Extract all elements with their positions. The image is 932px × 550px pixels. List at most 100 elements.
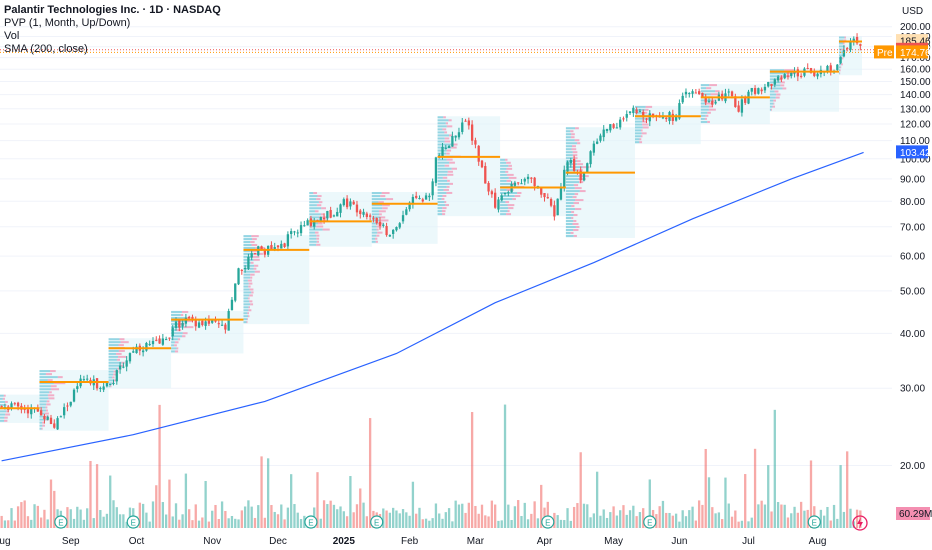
volume-bar bbox=[576, 503, 579, 528]
pvp-indicator-label[interactable]: PVP (1, Month, Up/Down) bbox=[4, 17, 131, 29]
candle-body bbox=[135, 346, 138, 354]
price-tag-text: 174.76 bbox=[900, 48, 931, 59]
candle-body bbox=[102, 386, 105, 390]
candle-body bbox=[303, 225, 306, 227]
candle-body bbox=[701, 92, 704, 97]
profile-row-up bbox=[243, 306, 249, 309]
profile-row-down bbox=[442, 128, 447, 131]
lightning-icon[interactable] bbox=[852, 515, 868, 531]
profile-row-up bbox=[243, 238, 253, 241]
profile-row-down bbox=[174, 350, 179, 353]
price-tick-label: 130.00 bbox=[900, 104, 931, 115]
candle-body bbox=[112, 382, 115, 385]
profile-row-up bbox=[309, 210, 315, 213]
volume-bar bbox=[665, 512, 668, 528]
profile-row-down bbox=[780, 84, 785, 87]
candle-body bbox=[132, 351, 135, 353]
profile-row-up bbox=[171, 350, 175, 353]
profile-row-up bbox=[39, 373, 46, 376]
earnings-letter: E bbox=[58, 519, 63, 528]
profile-row-up bbox=[108, 344, 119, 347]
candle-body bbox=[760, 89, 763, 92]
profile-row-down bbox=[508, 176, 517, 179]
profile-row-up bbox=[309, 243, 317, 246]
profile-row-down bbox=[639, 141, 643, 144]
candle-body bbox=[395, 227, 398, 231]
profile-row-down bbox=[573, 234, 577, 237]
volume-bar bbox=[336, 509, 339, 528]
profile-row-up bbox=[769, 78, 777, 81]
profile-row-up bbox=[243, 279, 248, 282]
profile-row-up bbox=[309, 216, 319, 219]
profile-row-up bbox=[171, 313, 181, 316]
sma-indicator-label[interactable]: SMA (200, close) bbox=[4, 43, 88, 55]
candle-body bbox=[500, 195, 503, 201]
chart-legend: Palantir Technologies Inc. · 1D · NASDAQ… bbox=[4, 4, 221, 56]
profile-row-down bbox=[572, 196, 577, 199]
candle-body bbox=[342, 199, 345, 206]
profile-row-down bbox=[316, 243, 321, 246]
volume-bar bbox=[704, 448, 707, 528]
candle-body bbox=[155, 339, 158, 341]
candle-body bbox=[296, 232, 299, 234]
profile-row-up bbox=[371, 231, 378, 234]
profile-row-up bbox=[500, 170, 506, 173]
profile-row-down bbox=[316, 225, 324, 228]
profile-row-up bbox=[0, 413, 6, 416]
profile-row-up bbox=[700, 87, 707, 90]
volume-bar bbox=[263, 517, 267, 528]
candle-body bbox=[625, 114, 628, 118]
volume-bar bbox=[257, 505, 260, 528]
profile-row-down bbox=[645, 105, 653, 108]
volume-bar bbox=[240, 510, 243, 528]
volume-bar bbox=[53, 490, 56, 528]
time-axis[interactable]: Aug Sep Oct Nov Dec 2025 Feb Mar Apr May Jun Jul Aug bbox=[0, 536, 826, 547]
candle-body bbox=[704, 97, 707, 103]
symbol-title[interactable]: Palantir Technologies Inc. · 1D · NASDAQ bbox=[4, 4, 221, 16]
candle-body bbox=[322, 217, 326, 220]
volume-bar bbox=[819, 509, 823, 528]
volume-bar bbox=[701, 504, 704, 528]
profile-row-up bbox=[500, 210, 508, 213]
profile-row-up bbox=[108, 338, 120, 341]
profile-row-down bbox=[844, 36, 846, 39]
vol-indicator-label[interactable]: Vol bbox=[4, 30, 20, 42]
candle-body bbox=[372, 218, 375, 220]
candle-body bbox=[569, 160, 572, 164]
candle-body bbox=[355, 204, 359, 213]
profile-row-up bbox=[565, 130, 571, 133]
volume-bar bbox=[362, 502, 365, 528]
profile-row-down bbox=[118, 355, 127, 358]
volume-bar bbox=[451, 521, 454, 528]
candle-body bbox=[286, 234, 290, 247]
price-axis[interactable]: 200.00190.00180.00170.00160.00150.00140.… bbox=[900, 22, 931, 472]
profile-row-up bbox=[243, 294, 250, 297]
profile-row-up bbox=[108, 373, 114, 376]
profile-row-down bbox=[382, 204, 390, 207]
volume-bar bbox=[421, 519, 424, 528]
profile-row-down bbox=[841, 63, 843, 66]
candle-body bbox=[750, 87, 753, 92]
price-tag-text: 185.46 bbox=[900, 37, 931, 48]
profile-row-down bbox=[44, 412, 49, 415]
profile-row-down bbox=[253, 258, 260, 261]
volume-bar bbox=[82, 519, 86, 528]
volume-bar bbox=[579, 452, 582, 528]
volume-bar bbox=[194, 504, 197, 528]
profile-row-down bbox=[50, 388, 60, 391]
candle-body bbox=[474, 140, 477, 145]
candle-body bbox=[434, 157, 438, 183]
profile-row-down bbox=[574, 187, 582, 190]
candle-body bbox=[280, 243, 283, 249]
profile-row-down bbox=[573, 214, 578, 217]
profile-row-up bbox=[769, 93, 777, 96]
candle-body bbox=[744, 98, 747, 103]
candle-body bbox=[770, 83, 773, 86]
profile-row-up bbox=[371, 234, 377, 237]
volume-bar bbox=[151, 501, 155, 528]
candle-body bbox=[181, 322, 184, 327]
candle-body bbox=[0, 406, 3, 408]
candle-body bbox=[826, 65, 829, 71]
profile-row-down bbox=[376, 228, 379, 231]
